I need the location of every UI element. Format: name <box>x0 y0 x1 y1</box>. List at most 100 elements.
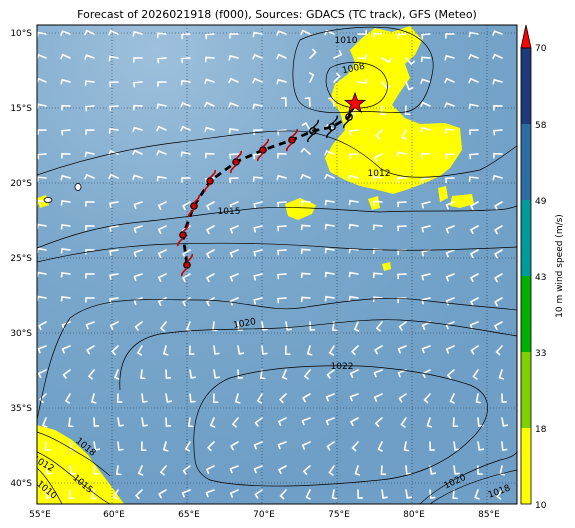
wind-barb <box>397 225 407 232</box>
wind-barb <box>205 297 215 307</box>
wind-barb <box>301 441 311 450</box>
wind-barb <box>139 369 146 380</box>
wind-barb <box>182 249 191 259</box>
map-title: Forecast of 2026021918 (f000), Sources: … <box>77 8 477 21</box>
wind-barb <box>277 417 287 426</box>
isobar-1012-sw <box>37 467 63 504</box>
wind-barb <box>373 153 383 163</box>
wind-barb <box>137 465 144 476</box>
wind-barb <box>300 200 311 207</box>
wind-barb <box>277 129 287 136</box>
wind-barb <box>421 201 431 209</box>
wind-barb <box>421 273 431 281</box>
wind-barb <box>37 271 47 278</box>
wind-barb <box>205 489 215 498</box>
colorbar-segment <box>521 428 531 504</box>
isobar-1015 <box>37 205 517 249</box>
wind-barb <box>493 152 503 159</box>
wind-barb <box>373 393 383 402</box>
wind-barb <box>405 489 413 499</box>
wind-barb <box>84 80 95 86</box>
wind-barb <box>108 29 119 36</box>
wind-barb <box>182 273 191 283</box>
wind-barb <box>397 345 407 354</box>
x-tick-label: 60°E <box>103 510 125 520</box>
red-star-icon <box>343 91 367 113</box>
wind-speed-colorbar: 10 18 33 43 49 58 70 10 m wind speed (m/… <box>520 24 565 511</box>
wind-barb <box>501 393 507 403</box>
wind-barb <box>229 201 239 210</box>
wind-barb <box>187 417 194 428</box>
wind-barb <box>445 273 455 282</box>
wind-barb <box>357 29 367 36</box>
wind-barb <box>228 128 239 134</box>
wind-barb <box>277 441 287 450</box>
wind-barb <box>446 369 455 379</box>
wind-barb <box>281 369 288 380</box>
wind-barb <box>140 441 147 451</box>
wind-barb <box>181 177 191 183</box>
wind-barb <box>468 77 479 84</box>
wind-barb <box>445 345 455 354</box>
wind-barb <box>253 249 263 257</box>
wind-barb <box>405 57 416 66</box>
wind-barb <box>304 97 311 107</box>
wind-barb <box>60 53 71 60</box>
wind-barb <box>205 225 215 235</box>
isobar-1020-inner <box>119 319 517 391</box>
wind-barb <box>420 101 431 107</box>
wind-barb <box>60 271 71 278</box>
wind-barb <box>37 345 47 354</box>
wind-barb <box>181 33 191 40</box>
wind-barb <box>452 489 458 500</box>
wind-barb <box>452 417 459 428</box>
wind-barb <box>477 417 484 427</box>
wind-barb <box>306 345 313 356</box>
wind-barb <box>93 417 100 427</box>
wind-barb <box>374 345 383 355</box>
wind-barb <box>309 321 316 331</box>
isobar-label: 1022 <box>331 362 354 372</box>
wind-barb <box>182 465 191 475</box>
wind-barb <box>180 79 191 86</box>
wind-barb <box>84 173 95 180</box>
wind-barb <box>229 33 239 39</box>
wind-barb <box>277 249 287 256</box>
wind-barb <box>156 175 167 182</box>
wind-barb <box>403 441 410 452</box>
x-tick-label: 75°E <box>328 510 350 520</box>
wind-barb <box>300 173 311 180</box>
wind-barb <box>85 129 95 135</box>
wind-barb <box>468 53 479 60</box>
wind-barb <box>84 151 95 158</box>
wind-barb <box>494 225 503 235</box>
wind-barb <box>348 223 359 230</box>
storm-symbols <box>176 105 355 277</box>
wind-barb <box>253 273 263 281</box>
wind-barb <box>87 369 95 380</box>
wind-barb <box>501 441 508 451</box>
wind-barb <box>349 369 359 378</box>
wind-barb <box>331 489 338 500</box>
wind-barb <box>477 441 485 451</box>
wind-barb <box>300 248 311 255</box>
tropical-cyclone-icon <box>180 253 194 277</box>
wind-barb <box>468 31 479 38</box>
wind-barb <box>326 369 335 379</box>
wind-barb <box>204 101 215 107</box>
wind-barb <box>205 273 215 283</box>
wind-barb <box>401 129 407 140</box>
wind-barb <box>380 105 386 116</box>
wind-barb <box>348 174 359 180</box>
tropical-cyclone-icon <box>256 138 270 162</box>
wind-barb <box>277 201 287 208</box>
wind-barb <box>133 273 143 282</box>
wind-barb <box>372 296 383 303</box>
wind-barb <box>237 345 245 355</box>
wind-barb <box>421 33 431 40</box>
tropical-cyclone-icon <box>187 194 201 218</box>
wind-barb <box>109 273 119 280</box>
wind-barb <box>328 465 335 476</box>
wind-barb <box>493 104 503 111</box>
wind-barb <box>354 465 361 476</box>
